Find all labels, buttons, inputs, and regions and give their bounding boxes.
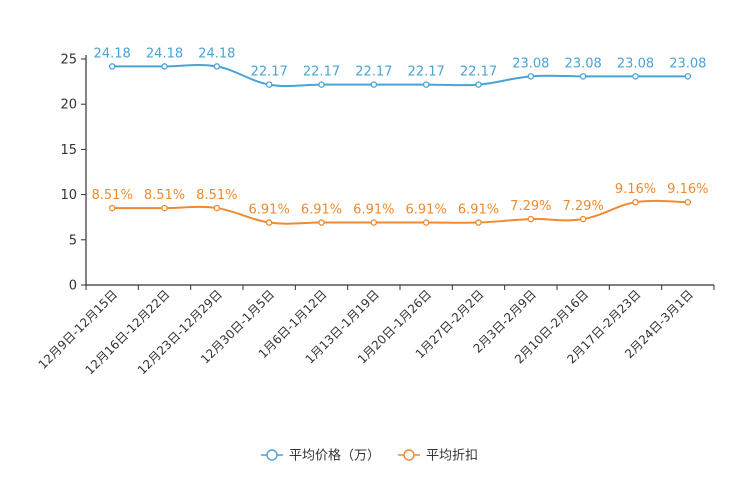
data-label: 6.91%	[458, 203, 499, 218]
series-line	[112, 199, 688, 225]
data-point	[318, 81, 325, 88]
data-label: 24.18	[198, 46, 235, 61]
data-point	[318, 219, 325, 226]
data-point	[265, 81, 273, 88]
y-tick-label: 0	[69, 279, 77, 294]
data-label: 7.29%	[563, 199, 604, 214]
data-point	[161, 204, 168, 212]
data-point	[632, 198, 639, 206]
data-point	[213, 63, 221, 70]
data-point	[422, 219, 430, 226]
legend-entry-label: 平均价格（万）	[289, 448, 380, 464]
data-point	[684, 198, 692, 206]
legend-swatch-marker	[403, 449, 415, 461]
data-label: 6.91%	[301, 203, 342, 218]
data-label: 9.16%	[615, 182, 656, 197]
data-label: 6.91%	[406, 203, 447, 218]
legend-swatch-marker	[266, 449, 278, 461]
y-tick-label: 5	[69, 233, 77, 248]
data-label: 23.08	[565, 56, 602, 71]
data-point	[684, 73, 692, 80]
data-label: 9.16%	[667, 182, 708, 197]
data-label: 22.17	[355, 65, 392, 80]
series-layer: 24.18 24.18 24.18 22.17 22.17 22.17 22.17 22.17…	[92, 46, 708, 226]
series-line	[112, 63, 688, 88]
data-point	[422, 81, 430, 88]
data-label: 22.17	[408, 65, 445, 80]
y-tick-label: 15	[60, 143, 77, 158]
data-label: 23.08	[617, 56, 654, 71]
data-label: 24.18	[146, 46, 183, 61]
data-point	[632, 73, 639, 80]
data-point	[475, 219, 482, 226]
data-label: 22.17	[251, 65, 288, 80]
y-tick-label: 10	[60, 188, 77, 203]
data-point	[108, 63, 116, 70]
data-point	[161, 63, 168, 70]
data-label: 23.08	[512, 56, 549, 71]
data-point	[370, 219, 378, 226]
data-point	[579, 73, 587, 80]
y-tick-label: 25	[60, 53, 77, 68]
data-label: 7.29%	[510, 199, 551, 214]
data-label: 6.91%	[249, 203, 290, 218]
y-tick-label: 20	[60, 98, 77, 113]
data-point	[213, 204, 221, 212]
data-label: 8.51%	[92, 188, 133, 203]
data-point	[579, 215, 587, 223]
data-point	[527, 73, 535, 80]
data-label: 8.51%	[196, 188, 237, 203]
data-label: 6.91%	[353, 203, 394, 218]
legend: 平均价格（万） 平均折扣	[261, 448, 478, 464]
data-point	[475, 81, 482, 88]
data-label: 24.18	[94, 46, 131, 61]
data-label: 23.08	[669, 56, 706, 71]
legend-entry-label: 平均折扣	[426, 449, 478, 464]
data-label: 22.17	[460, 65, 497, 80]
data-label: 22.17	[303, 65, 340, 80]
data-point	[527, 215, 535, 223]
data-point	[265, 219, 273, 226]
data-point	[108, 204, 116, 212]
data-point	[370, 81, 378, 88]
data-label: 8.51%	[144, 188, 185, 203]
